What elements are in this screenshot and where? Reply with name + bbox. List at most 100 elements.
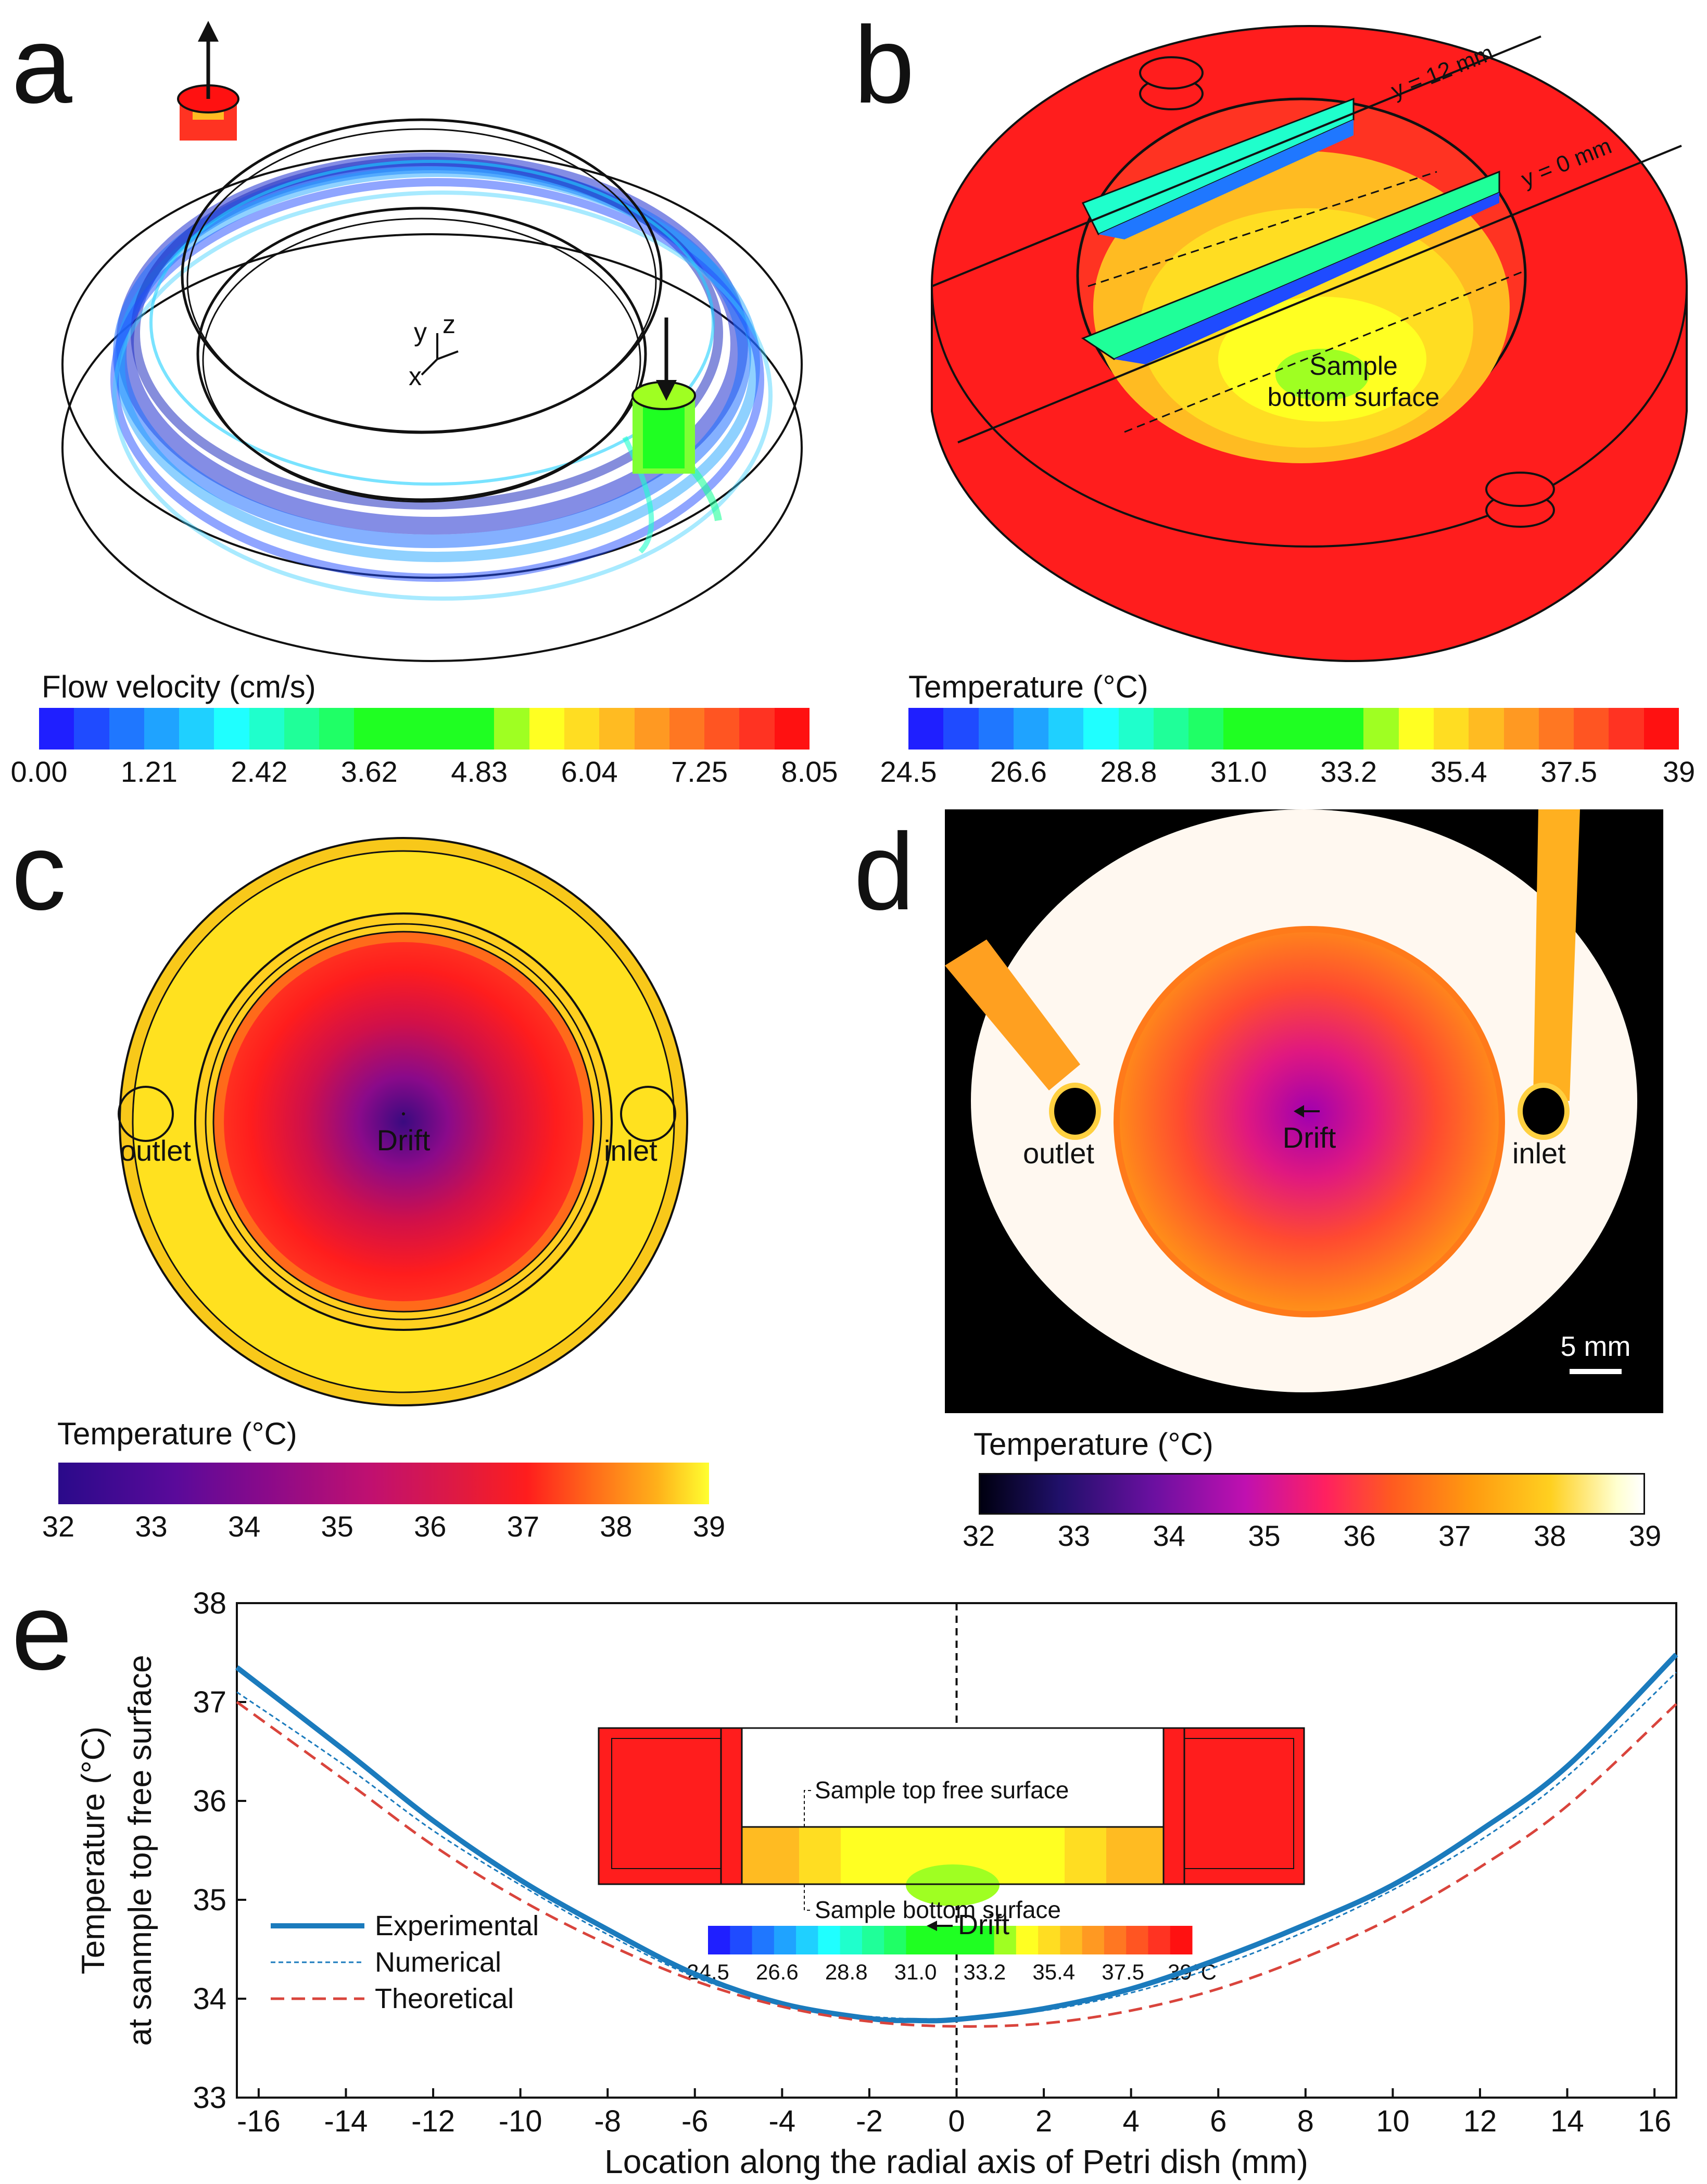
colorbar-step (1223, 708, 1259, 750)
colorbar-step (669, 708, 705, 750)
inset-bottom-label: Sample bottom surface (815, 1896, 1061, 1923)
colorbar-tick-label: 31.0 (1210, 755, 1267, 788)
colorbar-tick-label: 38 (600, 1510, 633, 1543)
colorbar-step (459, 708, 495, 750)
colorbar-step (1258, 708, 1294, 750)
colorbar-step (144, 708, 180, 750)
colorbar-step (634, 708, 669, 750)
outlet-label: outlet (1023, 1137, 1094, 1170)
y-tick-label: 38 (193, 1586, 226, 1620)
colorbar-step (249, 708, 284, 750)
inset-colorbar-step (994, 1926, 1017, 1954)
colorbar-tick-label: 39 (1662, 755, 1696, 788)
colorbar-step (1363, 708, 1399, 750)
drift-label: Drift (1283, 1121, 1336, 1154)
colorbar-step (739, 708, 775, 750)
x-tick-label: 12 (1463, 2104, 1497, 2138)
y-axis: 33 34 35 36 37 38 (193, 1586, 246, 2115)
outlet-hole (118, 1086, 174, 1142)
colorbar-tick-label: 8.05 (781, 755, 838, 788)
legend-numerical: Numerical (375, 1947, 501, 1978)
inset-top-label: Sample top free surface (815, 1776, 1069, 1804)
simulated-top-view: outlet inlet Drift (118, 837, 688, 1406)
colorbar-tick-label: 35 (321, 1510, 353, 1543)
dish-interior (224, 942, 583, 1301)
colorbar-step (978, 708, 1014, 750)
x-tick-label: 14 (1550, 2104, 1584, 2138)
x-tick-label: 8 (1297, 2104, 1314, 2138)
panel-c-colorbar-title: Temperature (°C) (57, 1416, 297, 1451)
inset-colorbar-ticks: 24.5 26.6 28.8 31.0 33.2 35.4 37.5 39°C (687, 1960, 1217, 1984)
inlet-port (631, 318, 696, 474)
colorbar-step (1643, 708, 1679, 750)
inset-colorbar-step (1060, 1926, 1083, 1954)
inset-colorbar-step (884, 1926, 906, 1954)
colorbar-step (774, 708, 810, 750)
colorbar-step (284, 708, 320, 750)
inlet-label: inlet (1512, 1137, 1566, 1170)
panel-c-letter: c (11, 810, 66, 933)
panel-b-colorbar (908, 708, 1679, 750)
colorbar-step (1118, 708, 1154, 750)
inlet-tube (1533, 809, 1580, 1101)
legend-experimental: Experimental (375, 1910, 539, 1941)
inset-colorbar-step (1016, 1926, 1039, 1954)
colorbar-step (214, 708, 249, 750)
axis-label-z: z (442, 310, 456, 339)
colorbar-step (1329, 708, 1364, 750)
x-tick-label: 2 (1035, 2104, 1052, 2138)
inset-colorbar-step (1104, 1926, 1127, 1954)
pin-top (1139, 56, 1204, 110)
inset-colorbar-step (1170, 1926, 1193, 1954)
panel-e-letter: e (11, 1570, 72, 1693)
colorbar-tick-label: 36 (1343, 1519, 1376, 1552)
colorbar-step (1188, 708, 1224, 750)
line-chart: 33 34 35 36 37 38 -16 -14 -12 -10 -8 -6 -4 -2 0 2 4 6 8 10… (75, 1586, 1678, 2180)
panel-d-letter: d (854, 810, 915, 933)
panel-b-letter: b (854, 4, 915, 126)
colorbar-step (1083, 708, 1119, 750)
colorbar-tick-label: 36 (414, 1510, 447, 1543)
thermal-image: outlet inlet Drift 5 mm (945, 809, 1663, 1413)
inset-colorbar-step (928, 1926, 951, 1954)
inset-colorbar-tick-label: 37.5 (1102, 1960, 1144, 1984)
panel-d-colorbar (979, 1473, 1645, 1515)
outer-plate-bottom (61, 233, 803, 662)
colorbar-tick-label: 33.2 (1320, 755, 1377, 788)
colorbar-tick-label: 34 (227, 1510, 261, 1543)
inset-colorbar-step (840, 1926, 863, 1954)
colorbar-step (354, 708, 389, 750)
inlet-hole (620, 1086, 676, 1142)
x-tick-label: 16 (1638, 2104, 1672, 2138)
colorbar-step (599, 708, 635, 750)
axis-label-x: x (409, 362, 422, 391)
colorbar-step (39, 708, 74, 750)
colorbar-tick-label: 37 (1438, 1519, 1471, 1552)
colorbar-tick-label: 4.83 (451, 755, 508, 788)
colorbar-step (704, 708, 740, 750)
legend: Experimental Numerical Theoretical (271, 1910, 539, 2014)
inset-colorbar-step (752, 1926, 775, 1954)
colorbar-tick-label: 37.5 (1540, 755, 1598, 788)
panel-c-colorbar (58, 1463, 709, 1504)
colorbar-tick-label: 33 (1057, 1519, 1090, 1552)
inset-colorbar-tick-label: 26.6 (756, 1960, 799, 1984)
y-tick-label: 33 (193, 2081, 226, 2115)
colorbar-tick-label: 32 (962, 1519, 995, 1552)
colorbar-tick-label: 2.42 (231, 755, 288, 788)
colorbar-tick-label: 34 (1153, 1519, 1185, 1552)
flow-velocity-render: y z x (61, 21, 803, 662)
colorbar-tick-label: 39 (1628, 1519, 1662, 1552)
x-tick-label: -16 (237, 2104, 281, 2138)
y-tick-label: 34 (193, 1982, 226, 2016)
panel-d-colorbar-ticks: 32 33 34 35 36 37 38 39 (963, 1519, 1661, 1555)
colorbar-step (1574, 708, 1609, 750)
y-tick-label: 35 (193, 1883, 226, 1917)
sample-label-line1: Sample (1309, 351, 1398, 380)
x-tick-label: -2 (856, 2104, 883, 2138)
colorbar-step (529, 708, 564, 750)
colorbar-tick-label: 38 (1533, 1519, 1566, 1552)
series-lines (235, 1653, 1678, 2028)
colorbar-tick-label: 33 (135, 1510, 168, 1543)
inset-colorbar-step (730, 1926, 753, 1954)
